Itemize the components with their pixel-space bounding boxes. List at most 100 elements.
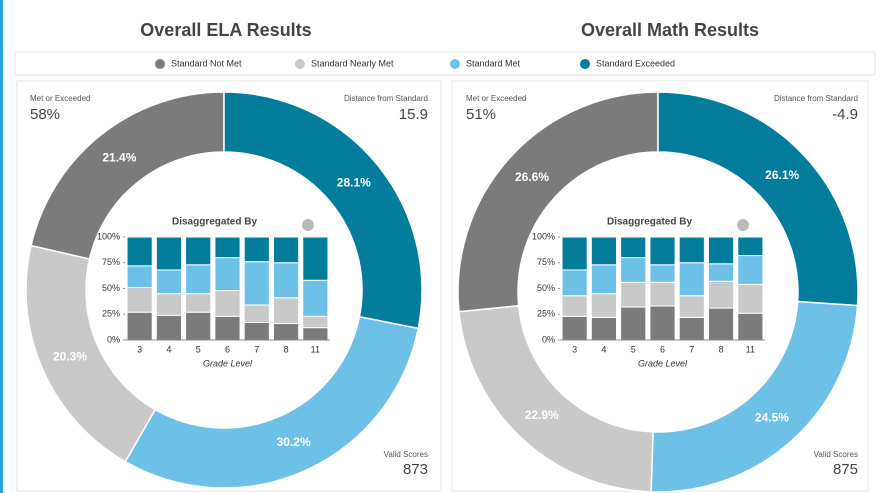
bar-segment [185, 293, 212, 313]
x-tick-label: 3 [137, 344, 142, 354]
segment-label: 26.6% [515, 170, 549, 184]
bar-segment [590, 293, 618, 318]
bar-segment [620, 257, 647, 283]
x-tick-label: 11 [746, 344, 755, 354]
kpi-value: 873 [403, 461, 428, 478]
x-tick-label: 8 [284, 344, 289, 354]
bar-segment [302, 327, 329, 341]
y-tick-label: 25% [537, 309, 555, 319]
bar-segment [272, 297, 300, 325]
bar-segment [590, 264, 618, 295]
segment-label: 30.2% [277, 435, 311, 449]
bar-segment [243, 261, 270, 306]
bar-segment [155, 269, 183, 295]
x-tick-label: 3 [572, 344, 577, 354]
y-tick-label: 50% [102, 283, 120, 293]
bar-segment [155, 314, 183, 341]
x-tick-label: 5 [631, 344, 636, 354]
legend-label: Standard Nearly Met [311, 58, 394, 68]
bar-segment [243, 304, 270, 323]
bar-segment [561, 269, 588, 297]
donut-segment [124, 315, 420, 489]
bar-segment [678, 262, 705, 297]
bar-segment [707, 280, 735, 309]
donut-segment [650, 300, 859, 493]
bar-segment [678, 236, 705, 264]
bar-title: Disaggregated By [172, 217, 257, 228]
bar-segment [302, 279, 329, 317]
donut-segment [457, 91, 659, 313]
x-tick-label: 6 [660, 344, 665, 354]
segment-label: 28.1% [337, 175, 371, 189]
bar-segment [126, 286, 153, 313]
kpi-value: 51% [466, 106, 496, 123]
x-tick-label: 4 [601, 344, 606, 354]
x-tick-label: 5 [196, 344, 201, 354]
kpi-label: Met or Exceeded [30, 94, 90, 103]
bar-segment [707, 263, 735, 282]
x-axis-label: Grade Level [203, 358, 253, 368]
y-tick-label: 0% [107, 334, 120, 344]
kpi-label: Distance from Standard [344, 94, 428, 103]
y-tick-label: 0% [542, 334, 555, 344]
x-tick-label: 7 [254, 344, 259, 354]
filter-button[interactable] [737, 219, 749, 231]
filter-button[interactable] [302, 219, 314, 231]
y-tick-label: 75% [537, 257, 555, 267]
legend-swatch [155, 59, 165, 69]
segment-label: 21.4% [102, 151, 136, 165]
bar-segment [214, 257, 241, 292]
kpi-label: Valid Scores [814, 450, 858, 459]
bar-segment [707, 307, 735, 341]
bar-segment [214, 315, 241, 341]
legend-swatch [450, 59, 460, 69]
bar-segment [243, 321, 270, 341]
y-tick-label: 75% [102, 257, 120, 267]
kpi-value: 15.9 [399, 106, 428, 123]
legend-label: Standard Met [466, 58, 521, 68]
bar-segment [126, 236, 153, 267]
kpi-label: Distance from Standard [774, 94, 858, 103]
chart-title: Overall ELA Results [140, 20, 311, 40]
y-tick-label: 100% [532, 231, 555, 241]
bar-segment [590, 236, 618, 266]
segment-label: 26.1% [765, 168, 799, 182]
legend-label: Standard Not Met [171, 58, 242, 68]
x-tick-label: 6 [225, 344, 230, 354]
x-tick-label: 4 [166, 344, 171, 354]
chart-title: Overall Math Results [581, 20, 759, 40]
x-tick-label: 7 [689, 344, 694, 354]
segment-label: 20.3% [53, 349, 87, 363]
bar-segment [185, 236, 212, 266]
bar-segment [561, 315, 588, 341]
kpi-value: -4.9 [832, 106, 858, 123]
bar-segment [678, 295, 705, 318]
legend-swatch [580, 59, 590, 69]
bar-segment [155, 236, 183, 271]
kpi-value: 875 [833, 461, 858, 478]
bar-segment [620, 306, 647, 341]
bar-segment [272, 236, 300, 264]
bar-segment [737, 312, 764, 341]
x-tick-label: 8 [719, 344, 724, 354]
bar-segment [678, 316, 705, 341]
bar-segment [272, 262, 300, 299]
bar-segment [214, 290, 241, 317]
y-tick-label: 50% [537, 283, 555, 293]
y-tick-label: 100% [97, 231, 120, 241]
donut-segment [657, 91, 859, 307]
bar-segment [707, 236, 735, 265]
edge-strip [0, 0, 3, 493]
bar-segment [126, 265, 153, 288]
bar-segment [649, 305, 676, 341]
kpi-label: Met or Exceeded [466, 94, 526, 103]
legend-label: Standard Exceeded [596, 58, 675, 68]
bar-segment [185, 311, 212, 341]
bar-segment [561, 295, 588, 317]
segment-label: 24.5% [755, 410, 789, 424]
segment-label: 22.9% [525, 408, 559, 422]
bar-segment [620, 236, 647, 259]
bar-segment [243, 236, 270, 263]
legend-swatch [295, 59, 305, 69]
